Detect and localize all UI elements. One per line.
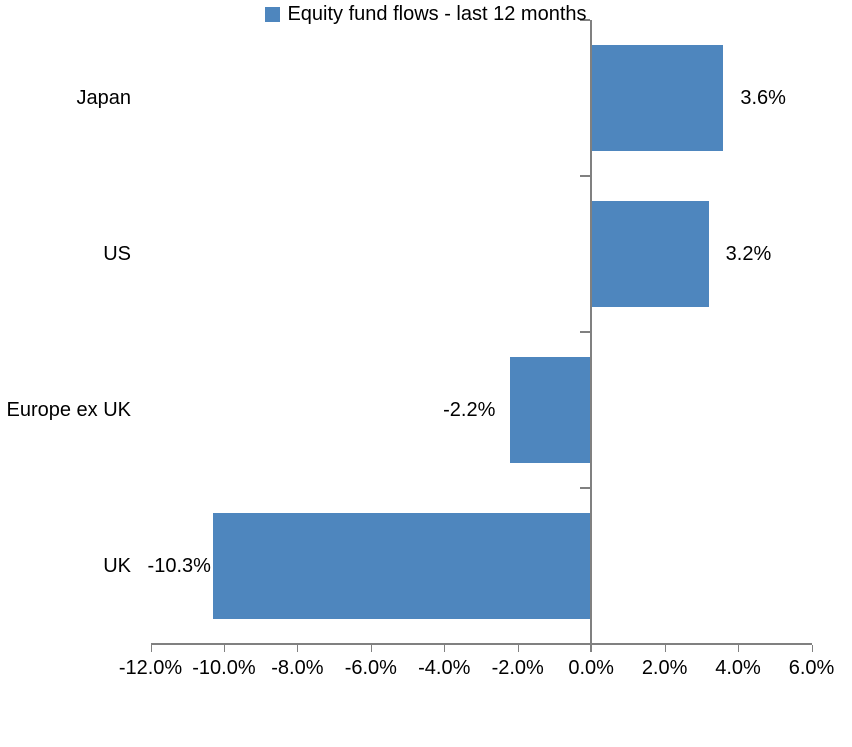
x-axis-tick-label: -4.0%	[418, 657, 471, 679]
bar-uk	[212, 513, 592, 619]
value-label: -2.2%	[443, 399, 496, 421]
x-axis-tick-label: -2.0%	[491, 657, 544, 679]
x-axis-tick-label: 2.0%	[641, 657, 688, 679]
x-axis-tick	[811, 645, 813, 652]
x-axis-tick	[591, 645, 593, 652]
x-axis-tick	[444, 645, 446, 652]
y-axis-tick	[580, 19, 591, 21]
x-axis-tick-label: 6.0%	[788, 657, 835, 679]
x-axis-tick-label: 4.0%	[715, 657, 761, 679]
legend: Equity fund flows - last 12 months	[0, 0, 852, 28]
y-axis-tick	[580, 175, 591, 177]
legend-series-marker-icon	[265, 6, 281, 22]
x-axis-tick-label: -12.0%	[118, 657, 183, 679]
bar-japan	[591, 45, 724, 151]
category-label: US	[103, 243, 131, 265]
x-axis-tick	[370, 645, 372, 652]
x-axis-tick	[517, 645, 519, 652]
x-axis-tick-label: -10.0%	[192, 657, 256, 679]
category-label: UK	[103, 555, 131, 577]
x-axis-tick-label: -6.0%	[344, 657, 397, 679]
bar-europe-ex-uk	[510, 357, 592, 463]
category-label: Japan	[76, 87, 132, 109]
x-axis-line	[150, 643, 812, 645]
value-label: 3.6%	[740, 87, 786, 109]
x-axis-tick	[664, 645, 666, 652]
bar-us	[591, 201, 709, 307]
value-label: -10.3%	[147, 555, 211, 577]
x-axis-tick	[738, 645, 740, 652]
x-axis-tick-label: -8.0%	[271, 657, 324, 679]
y-axis-tick	[580, 331, 591, 333]
x-axis-tick	[150, 645, 152, 652]
category-label: Europe ex UK	[6, 399, 131, 421]
x-axis-tick	[223, 645, 225, 652]
y-axis-line	[590, 20, 593, 652]
y-axis-tick	[580, 487, 591, 489]
x-axis-tick	[297, 645, 299, 652]
x-axis-tick-label: 0.0%	[568, 657, 614, 679]
value-label: 3.2%	[725, 243, 772, 265]
y-axis-tick	[580, 643, 591, 645]
legend-label: Equity fund flows - last 12 months	[287, 3, 587, 25]
